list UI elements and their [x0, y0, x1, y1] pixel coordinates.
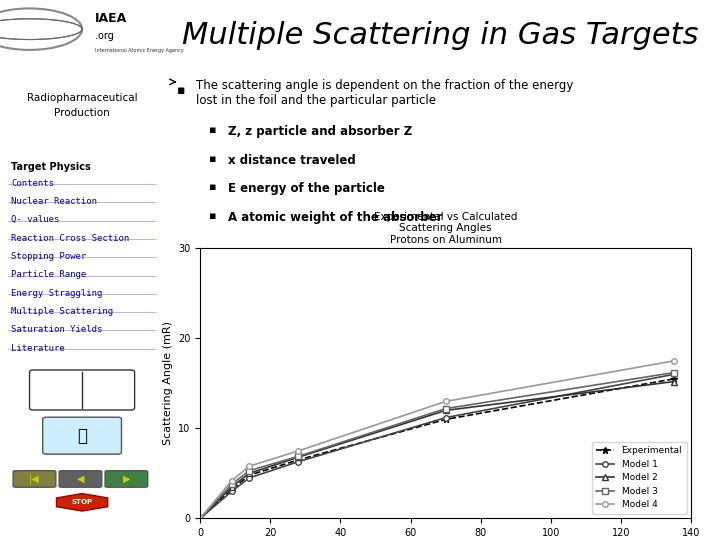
Text: A atomic weight of the absorber: A atomic weight of the absorber — [228, 211, 443, 224]
FancyBboxPatch shape — [30, 370, 135, 410]
Text: ▪: ▪ — [210, 211, 217, 221]
Text: ▪: ▪ — [210, 183, 217, 192]
Model 3 — [196, 515, 204, 522]
Line: Model 2: Model 2 — [197, 379, 677, 521]
Model 4 — [228, 477, 236, 484]
Model 3 — [670, 369, 678, 376]
Model 1 — [670, 371, 678, 377]
Model 3 — [441, 406, 450, 412]
Model 4 — [441, 398, 450, 404]
Text: ▪: ▪ — [210, 125, 217, 136]
Text: ▪: ▪ — [177, 84, 185, 97]
Experimental — [294, 457, 302, 463]
Line: Model 3: Model 3 — [197, 370, 677, 521]
Text: Literature: Literature — [12, 343, 66, 353]
FancyBboxPatch shape — [105, 471, 148, 487]
Legend: Experimental, Model 1, Model 2, Model 3, Model 4: Experimental, Model 1, Model 2, Model 3,… — [592, 442, 687, 514]
Text: Nuclear Reaction: Nuclear Reaction — [12, 197, 97, 206]
Text: International Atomic Energy Agency: International Atomic Energy Agency — [95, 48, 184, 53]
Model 2 — [196, 515, 204, 522]
Text: STOP: STOP — [71, 500, 93, 505]
Text: E energy of the particle: E energy of the particle — [228, 183, 385, 195]
Line: Experimental: Experimental — [197, 375, 677, 522]
Model 2 — [294, 454, 302, 461]
Text: |◀: |◀ — [29, 474, 40, 484]
Line: Model 1: Model 1 — [197, 372, 677, 521]
Text: 👾: 👾 — [77, 427, 87, 444]
Text: Q- values: Q- values — [12, 215, 60, 225]
Text: ◀: ◀ — [77, 474, 84, 484]
FancyBboxPatch shape — [59, 471, 102, 487]
Model 1 — [441, 414, 450, 421]
Experimental — [670, 376, 678, 382]
Y-axis label: Scattering Angle (mR): Scattering Angle (mR) — [163, 321, 173, 446]
Experimental — [245, 472, 253, 478]
Model 2 — [228, 484, 236, 490]
Model 1 — [294, 458, 302, 465]
Text: Particle Range: Particle Range — [12, 271, 86, 279]
Experimental — [441, 416, 450, 423]
Text: Contents: Contents — [12, 179, 55, 188]
Model 1 — [245, 475, 253, 481]
Experimental — [228, 487, 236, 493]
Experimental — [196, 515, 204, 522]
Line: Model 4: Model 4 — [197, 358, 677, 521]
Model 3 — [294, 453, 302, 460]
Title: Experimental vs Calculated
Scattering Angles
Protons on Aluminum: Experimental vs Calculated Scattering An… — [374, 212, 518, 245]
Model 4 — [670, 357, 678, 364]
Text: Stopping Power: Stopping Power — [12, 252, 86, 261]
Text: Multiple Scattering: Multiple Scattering — [12, 307, 114, 316]
Text: The scattering angle is dependent on the fraction of the energy
lost in the foil: The scattering angle is dependent on the… — [196, 78, 573, 106]
Model 2 — [441, 407, 450, 414]
Model 3 — [245, 468, 253, 474]
Model 4 — [294, 448, 302, 454]
Text: Reaction Cross Section: Reaction Cross Section — [12, 234, 130, 243]
Model 2 — [245, 470, 253, 477]
Text: Radiopharmaceutical
Production: Radiopharmaceutical Production — [27, 93, 138, 118]
Model 2 — [670, 379, 678, 385]
Text: Energy Straggling: Energy Straggling — [12, 288, 103, 298]
Text: ▪: ▪ — [210, 154, 217, 164]
Text: Z, z particle and absorber Z: Z, z particle and absorber Z — [228, 125, 413, 138]
Text: .org: .org — [95, 31, 114, 40]
Model 4 — [196, 515, 204, 522]
Text: Multiple Scattering in Gas Targets: Multiple Scattering in Gas Targets — [182, 21, 698, 50]
Model 1 — [196, 515, 204, 522]
Text: Saturation Yields: Saturation Yields — [12, 325, 103, 334]
FancyBboxPatch shape — [42, 417, 122, 454]
Model 3 — [228, 481, 236, 488]
Model 1 — [228, 488, 236, 495]
FancyBboxPatch shape — [13, 471, 56, 487]
Text: Target Physics: Target Physics — [12, 162, 91, 172]
Text: IAEA: IAEA — [95, 12, 127, 25]
Model 4 — [245, 463, 253, 469]
Text: x distance traveled: x distance traveled — [228, 154, 356, 167]
Text: ▶: ▶ — [122, 474, 130, 484]
